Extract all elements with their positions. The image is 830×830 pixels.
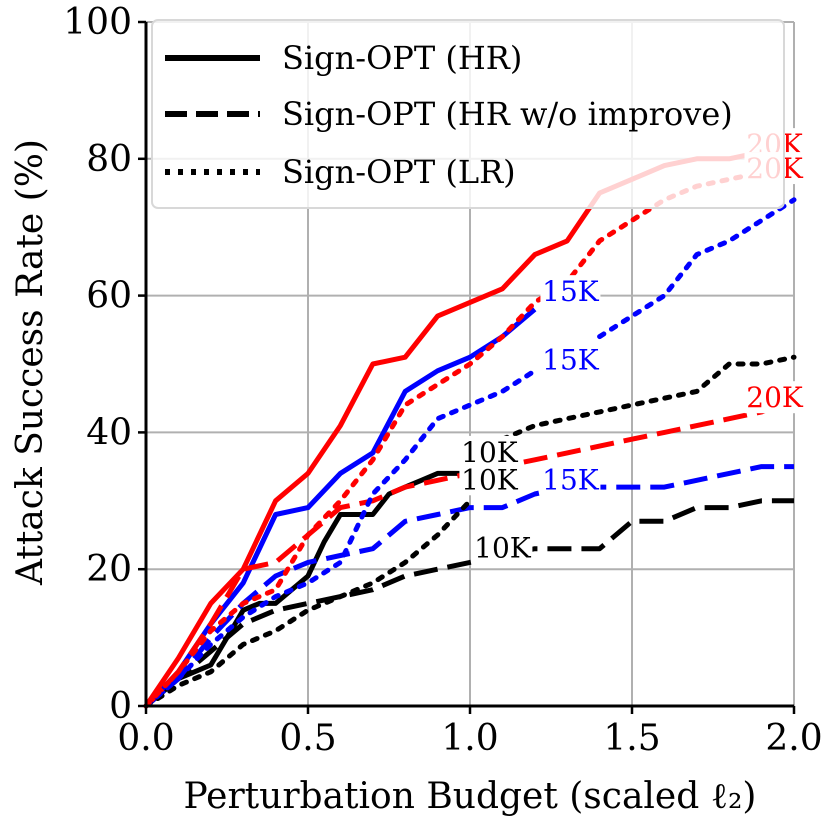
- series-line-lr-10k: [143, 498, 473, 709]
- legend-label-hr-no-improve: Sign-OPT (HR w/o improve): [282, 95, 733, 133]
- y-tick-label: 40: [86, 412, 132, 453]
- series-line-lr-15k-continued: [597, 197, 797, 340]
- series-line-lr-10k-continued: [499, 354, 797, 442]
- legend-frame: [151, 19, 785, 209]
- x-tick-label: 0.0: [117, 718, 174, 759]
- x-axis-title: Perturbation Budget (scaled ℓ₂): [184, 776, 757, 817]
- inline-label-bg: [540, 343, 601, 376]
- y-tick-label: 0: [109, 686, 132, 727]
- series-line-hr-w-o-improve-10k: [144, 498, 794, 708]
- series-lines: [143, 149, 797, 709]
- legend-label-hr: Sign-OPT (HR): [282, 39, 522, 77]
- x-tick-label: 2.0: [765, 718, 822, 759]
- inline-label-bg: [744, 381, 805, 414]
- inline-label: 10K: [461, 463, 519, 496]
- legend-label-lr: Sign-OPT (LR): [282, 153, 516, 191]
- inline-label: 15K: [542, 463, 600, 496]
- series-line-hr-10k: [144, 470, 470, 708]
- series-line-hr-w-o-improve-15k: [144, 464, 794, 708]
- inline-label-bg: [540, 275, 601, 308]
- ticks: 0.0 0.5 1.0 1.5 2.0 0 20 40 60 80 100: [63, 2, 822, 759]
- x-tick-label: 0.5: [279, 718, 336, 759]
- x-tick-label: 1.0: [441, 718, 498, 759]
- y-tick-label: 80: [86, 139, 132, 180]
- inline-label: 15K: [542, 275, 600, 308]
- series-line-lr-15k: [143, 368, 538, 709]
- inline-label-bg: [540, 463, 601, 496]
- legend: Sign-OPT (HR) Sign-OPT (HR w/o improve) …: [151, 19, 785, 209]
- y-tick-label: 100: [63, 2, 132, 43]
- x-tick-label: 1.5: [603, 718, 660, 759]
- inline-label-bg: [472, 531, 533, 564]
- inline-label: 10K: [474, 532, 532, 565]
- y-tick-label: 20: [86, 549, 132, 590]
- inline-label-bg: [459, 435, 520, 468]
- inline-label-bg: [459, 463, 520, 496]
- y-tick-label: 60: [86, 276, 132, 317]
- inline-label: 20K: [746, 381, 804, 414]
- y-axis-title: Attack Success Rate (%): [10, 139, 51, 586]
- inline-label: 15K: [542, 344, 600, 377]
